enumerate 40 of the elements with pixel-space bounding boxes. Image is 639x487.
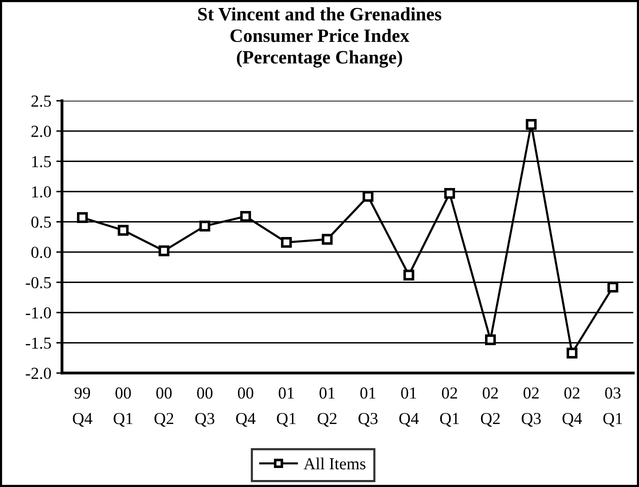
y-tick-label: 0.5 <box>31 216 51 228</box>
chart-title: St Vincent and the Grenadines Consumer Price Index (Percentage Change) <box>198 7 442 68</box>
y-tick-label: -2.0 <box>26 368 51 380</box>
point <box>280 236 292 248</box>
x-tick-label: 01 Q4 <box>399 387 419 427</box>
point <box>199 220 210 232</box>
x-tick-label: 00 Q2 <box>154 387 174 427</box>
x-tick-label: 02 Q4 <box>562 387 582 427</box>
x-tick-label: 01 Q3 <box>358 387 378 427</box>
x-tick-label: 00 Q4 <box>236 387 256 427</box>
y-tick-label: 2.0 <box>31 126 51 138</box>
point <box>403 270 414 280</box>
x-tick-label: 99 Q4 <box>72 387 92 427</box>
point <box>240 210 252 222</box>
point <box>118 224 129 236</box>
legend-label: All Items <box>304 458 366 470</box>
point <box>158 245 170 256</box>
y-tick-label: -1.0 <box>26 307 51 319</box>
y-tick-label: -1.5 <box>26 338 51 349</box>
point <box>362 190 374 202</box>
point <box>444 188 456 199</box>
y-tick-label: -0.5 <box>26 276 51 288</box>
x-tick-label: 01 Q1 <box>276 387 296 427</box>
x-tick-label: 02 Q2 <box>480 387 500 427</box>
point <box>607 282 618 293</box>
point <box>322 234 333 245</box>
x-tick-label: 00 Q3 <box>195 387 214 427</box>
point <box>566 348 578 358</box>
x-tick-label: 03 Q1 <box>603 387 622 427</box>
point <box>76 212 88 223</box>
y-tick-label: 1.5 <box>32 156 51 168</box>
x-tick-label: 01 Q2 <box>318 387 336 427</box>
point <box>485 334 496 346</box>
point <box>526 118 537 130</box>
y-tick-label: 1.0 <box>32 186 51 198</box>
x-tick-label: 02 Q3 <box>522 387 541 427</box>
y-tick-label: 2.5 <box>31 96 51 107</box>
x-tick-label: 02 Q1 <box>440 387 459 427</box>
y-tick-label: 0.0 <box>31 246 51 258</box>
x-tick-label: 00 Q1 <box>114 387 132 427</box>
